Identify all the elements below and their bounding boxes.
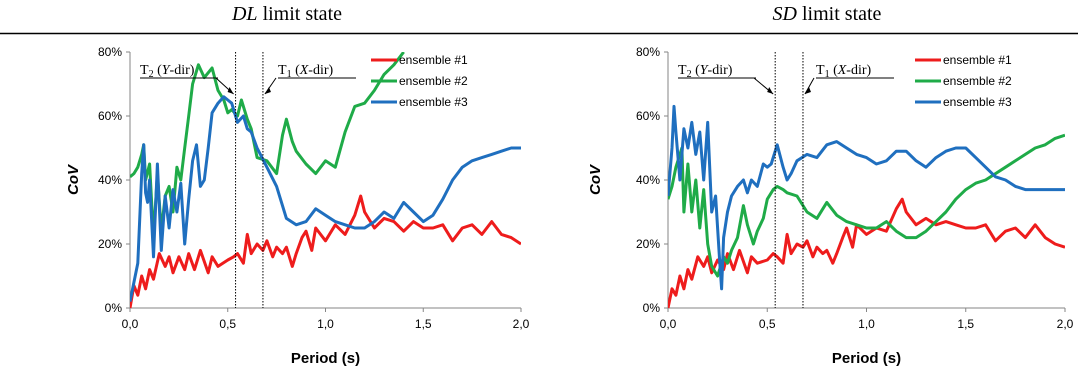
x-tick-label: 0,5 bbox=[219, 317, 236, 331]
period-marker-label: T1 (X-dir) bbox=[278, 63, 334, 80]
legend-label: ensemble #1 bbox=[399, 53, 468, 67]
x-tick-label: 1,0 bbox=[858, 317, 875, 331]
right-chart: 0% 20% 40% 60% 80% 0,0 0,5 1,0 1,5 2,0 Period (s) C… bbox=[587, 45, 1074, 367]
right-chart-title: SD limit state bbox=[773, 3, 882, 25]
series-line bbox=[668, 133, 1065, 278]
series-line bbox=[130, 95, 521, 302]
legend-label: ensemble #2 bbox=[943, 74, 1012, 88]
x-tick-label: 2,0 bbox=[1057, 317, 1074, 331]
x-tick-label: 2,0 bbox=[513, 317, 530, 331]
x-tick-label: 0,5 bbox=[759, 317, 776, 331]
y-axis-label: CoV bbox=[65, 163, 82, 195]
period-marker-arrowhead bbox=[227, 87, 234, 94]
x-tick-label: 1,0 bbox=[317, 317, 334, 331]
period-marker-label: T1 (X-dir) bbox=[816, 63, 872, 80]
series-line bbox=[130, 194, 521, 309]
period-marker-label: T2 (Y-dir) bbox=[140, 63, 195, 80]
y-tick-label: 80% bbox=[636, 45, 660, 59]
y-tick-label: 60% bbox=[98, 109, 122, 123]
y-axis-label: CoV bbox=[587, 163, 604, 195]
y-tick-label: 60% bbox=[636, 109, 660, 123]
legend-label: ensemble #2 bbox=[399, 74, 468, 88]
legend-label: ensemble #1 bbox=[943, 53, 1012, 67]
period-marker-arrow bbox=[804, 77, 815, 95]
x-tick-label: 1,5 bbox=[415, 317, 432, 331]
left-chart: 0% 20% 40% 60% 80% 0,0 0,5 1,0 1,5 2,0 Period (s) C… bbox=[65, 45, 530, 367]
x-tick-label: 0,0 bbox=[660, 317, 677, 331]
y-tick-label: 0% bbox=[105, 301, 123, 315]
period-marker-arrowhead bbox=[767, 87, 774, 94]
y-tick-label: 20% bbox=[636, 237, 660, 251]
legend-label: ensemble #3 bbox=[399, 95, 468, 109]
y-tick-label: 20% bbox=[98, 237, 122, 251]
period-marker-arrowhead bbox=[264, 87, 271, 94]
x-axis-label: Period (s) bbox=[832, 350, 901, 367]
y-tick-label: 40% bbox=[98, 173, 122, 187]
legend-label: ensemble #3 bbox=[943, 95, 1012, 109]
y-tick-label: 40% bbox=[636, 173, 660, 187]
period-marker-label: T2 (Y-dir) bbox=[678, 63, 733, 80]
x-tick-label: 1,5 bbox=[957, 317, 974, 331]
series-line bbox=[668, 104, 1065, 291]
x-axis-label: Period (s) bbox=[291, 350, 360, 367]
x-tick-label: 0,0 bbox=[122, 317, 139, 331]
y-tick-label: 80% bbox=[98, 45, 122, 59]
period-marker-arrowhead bbox=[804, 87, 811, 94]
y-tick-label: 0% bbox=[643, 301, 661, 315]
series-line bbox=[668, 197, 1065, 309]
left-chart-title: DL limit state bbox=[231, 3, 342, 25]
